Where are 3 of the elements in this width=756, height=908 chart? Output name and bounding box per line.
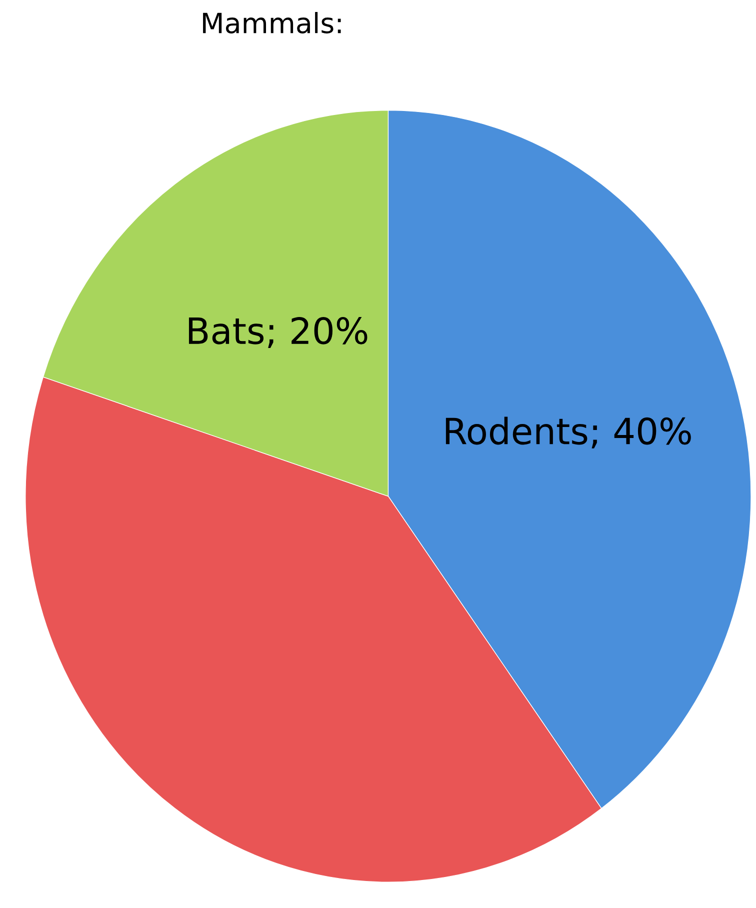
slice-label: Bats; 20% [188,317,368,348]
slice-label: Rodents; 40% [446,416,691,448]
chart-title: Mammals: [203,12,341,34]
